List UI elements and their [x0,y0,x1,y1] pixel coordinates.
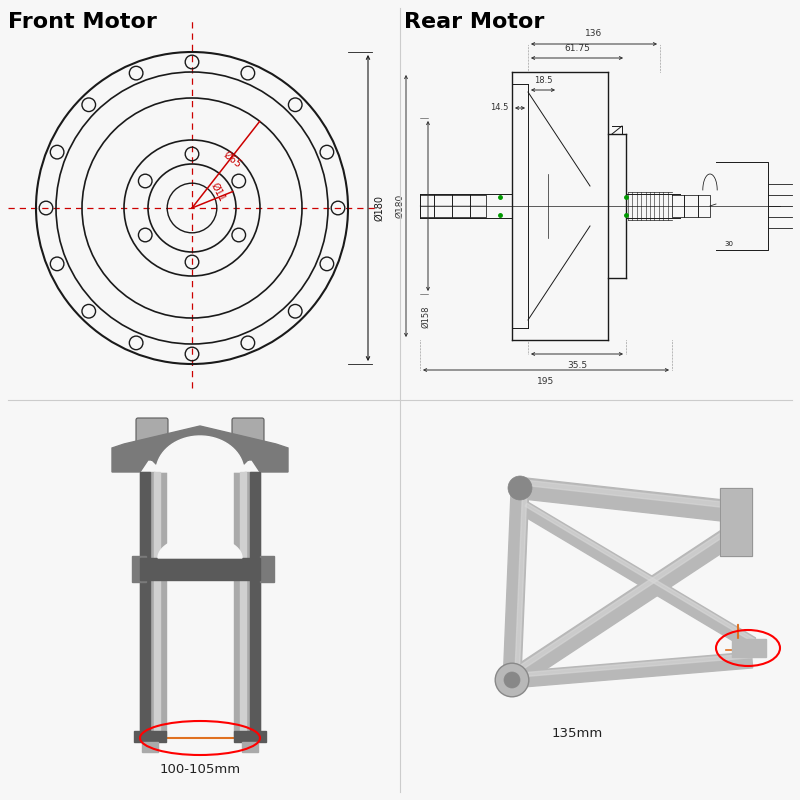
Polygon shape [519,478,737,522]
Polygon shape [720,488,752,556]
Polygon shape [506,524,742,688]
Polygon shape [140,472,166,736]
Polygon shape [112,426,288,472]
Polygon shape [525,503,755,642]
Polygon shape [132,556,146,582]
Text: 136: 136 [586,29,602,38]
Polygon shape [503,488,529,680]
Text: 195: 195 [538,378,554,386]
Polygon shape [156,436,244,472]
Text: Ø180: Ø180 [395,194,404,218]
Text: 100-105mm: 100-105mm [159,763,241,776]
Polygon shape [234,731,266,742]
Text: Ø65: Ø65 [222,150,243,170]
Polygon shape [732,639,766,657]
Text: Ø11: Ø11 [209,181,227,203]
Text: Ø158: Ø158 [422,306,430,329]
Text: 35.5: 35.5 [567,362,587,370]
Polygon shape [142,742,158,752]
Polygon shape [260,556,274,582]
Text: 14.5: 14.5 [490,103,508,113]
Polygon shape [250,472,260,736]
Text: 61.75: 61.75 [564,44,590,53]
Text: Ø180: Ø180 [374,195,384,221]
Polygon shape [511,654,752,678]
Polygon shape [158,536,242,558]
Polygon shape [234,472,260,736]
Polygon shape [140,472,150,736]
Text: 135mm: 135mm [552,727,603,740]
Polygon shape [240,472,246,736]
Circle shape [495,663,529,697]
Text: Rear Motor: Rear Motor [404,12,544,32]
Text: Front Motor: Front Motor [8,12,157,32]
Polygon shape [140,558,260,580]
Polygon shape [520,480,737,509]
Polygon shape [520,502,756,650]
Polygon shape [134,731,166,742]
Polygon shape [508,526,734,678]
Polygon shape [511,652,753,688]
Polygon shape [242,742,258,752]
FancyBboxPatch shape [136,418,168,446]
Polygon shape [514,488,527,680]
Polygon shape [154,472,160,736]
FancyBboxPatch shape [232,418,264,446]
Circle shape [504,672,520,688]
Text: 18.5: 18.5 [534,76,552,86]
Text: 30: 30 [724,241,733,247]
Circle shape [508,476,532,500]
